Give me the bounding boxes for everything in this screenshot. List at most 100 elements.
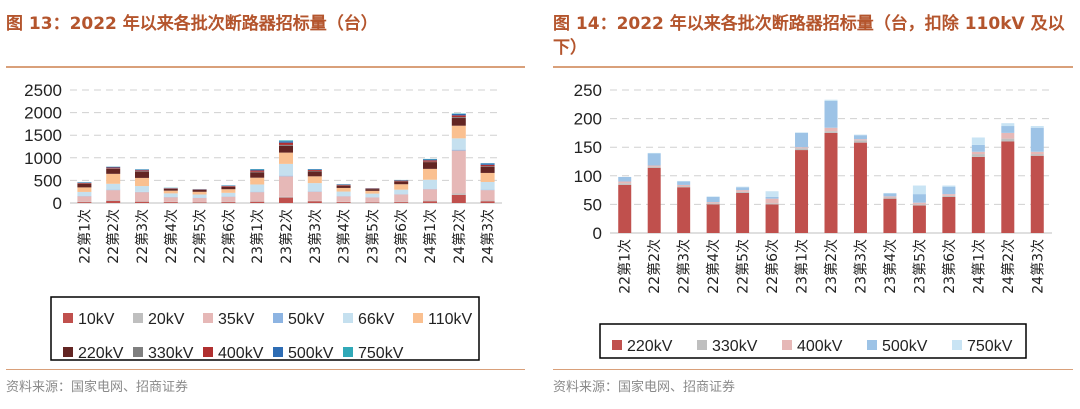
bar-segment bbox=[307, 170, 322, 171]
y-tick-label: 500 bbox=[34, 171, 62, 190]
y-tick-label: 0 bbox=[53, 194, 62, 213]
bar-segment bbox=[451, 149, 466, 151]
legend-swatch bbox=[952, 340, 962, 350]
bar-segment bbox=[163, 197, 178, 202]
bar-segment bbox=[106, 200, 121, 203]
bar-segment bbox=[706, 202, 720, 204]
right-title-rule bbox=[553, 66, 1073, 68]
bar-segment bbox=[77, 183, 92, 188]
bar-segment bbox=[279, 141, 293, 143]
bar-segment bbox=[942, 195, 956, 197]
bar-segment bbox=[824, 127, 838, 132]
bar-segment bbox=[883, 192, 897, 194]
x-tick-label: 22第3次 bbox=[134, 209, 151, 264]
bar-segment bbox=[853, 135, 867, 140]
bar-segment bbox=[394, 184, 409, 190]
bar-segment bbox=[394, 194, 409, 202]
y-tick-label: 200 bbox=[574, 110, 602, 129]
bar-segment bbox=[451, 194, 466, 203]
bar-segment bbox=[106, 166, 121, 168]
x-tick-label: 23第4次 bbox=[336, 209, 353, 264]
bar-segment bbox=[106, 167, 121, 169]
bar-segment bbox=[279, 145, 293, 153]
x-tick-label: 22第5次 bbox=[735, 239, 752, 294]
bar-segment bbox=[1001, 132, 1015, 139]
bar-segment bbox=[192, 191, 207, 195]
bar-segment bbox=[394, 181, 409, 185]
bar-segment bbox=[106, 183, 121, 190]
bar-segment bbox=[618, 183, 632, 185]
bar-segment bbox=[192, 202, 207, 203]
right-bottom-rule bbox=[553, 369, 1073, 370]
bar-segment bbox=[77, 182, 92, 184]
left-figure-title: 图 13：2022 年以来各批次断路器招标量（台） bbox=[6, 14, 378, 34]
bar-segment bbox=[1001, 141, 1015, 233]
bar-segment bbox=[795, 148, 809, 151]
legend-swatch bbox=[133, 347, 143, 357]
bar-segment bbox=[1030, 154, 1044, 156]
bar-segment bbox=[365, 197, 380, 202]
bar-segment bbox=[480, 163, 495, 165]
bar-segment bbox=[853, 139, 867, 141]
legend-swatch bbox=[343, 313, 353, 323]
legend-swatch bbox=[782, 340, 792, 350]
legend-label: 66kV bbox=[358, 311, 395, 328]
legend-swatch bbox=[343, 347, 353, 357]
bar-segment bbox=[883, 193, 897, 197]
left-source: 资料来源：国家电网、招商证券 bbox=[6, 380, 189, 395]
bar-segment bbox=[451, 118, 466, 126]
bar-segment bbox=[765, 196, 779, 199]
bar-segment bbox=[250, 201, 265, 203]
x-tick-label: 23第4次 bbox=[882, 239, 899, 294]
bar-segment bbox=[451, 115, 466, 118]
x-tick-label: 22第2次 bbox=[105, 209, 122, 264]
x-tick-label: 22第4次 bbox=[705, 239, 722, 294]
bar-segment bbox=[423, 160, 437, 162]
bar-segment bbox=[135, 177, 149, 187]
legend-swatch bbox=[413, 313, 423, 323]
x-tick-label: 22第1次 bbox=[76, 209, 93, 264]
bar-segment bbox=[336, 191, 351, 197]
bar-segment bbox=[365, 189, 380, 191]
bar-segment bbox=[279, 196, 293, 198]
bar-segment bbox=[221, 189, 236, 193]
bar-segment bbox=[795, 150, 809, 233]
legend-label: 500kV bbox=[882, 338, 928, 355]
y-tick-label: 1500 bbox=[24, 126, 62, 145]
legend-swatch bbox=[273, 313, 283, 323]
bar-segment bbox=[423, 189, 437, 201]
x-tick-label: 22第1次 bbox=[617, 239, 634, 294]
bar-segment bbox=[971, 151, 985, 155]
bar-segment bbox=[942, 185, 956, 187]
x-tick-label: 24第2次 bbox=[1000, 239, 1017, 294]
bar-segment bbox=[163, 193, 178, 197]
bar-segment bbox=[1001, 138, 1015, 142]
bar-segment bbox=[192, 197, 207, 202]
bar-segment bbox=[480, 172, 495, 182]
bar-segment bbox=[221, 192, 236, 197]
bar-segment bbox=[883, 198, 897, 233]
legend-label: 400kV bbox=[797, 338, 843, 355]
bar-segment bbox=[423, 200, 437, 202]
left-bottom-rule bbox=[6, 369, 525, 370]
bar-segment bbox=[365, 202, 380, 203]
bar-segment bbox=[480, 166, 495, 173]
bar-segment bbox=[942, 196, 956, 233]
x-tick-label: 22第2次 bbox=[646, 239, 663, 294]
x-tick-label: 23第2次 bbox=[278, 209, 295, 264]
bar-segment bbox=[106, 190, 121, 201]
bar-segment bbox=[77, 191, 92, 196]
x-tick-label: 22第3次 bbox=[676, 239, 693, 294]
bar-segment bbox=[250, 169, 265, 171]
bar-segment bbox=[677, 181, 691, 185]
x-tick-label: 23第5次 bbox=[911, 239, 928, 294]
bar-segment bbox=[480, 181, 495, 190]
bar-segment bbox=[647, 166, 661, 168]
x-tick-label: 24第3次 bbox=[1029, 239, 1046, 294]
bar-segment bbox=[736, 186, 750, 188]
bar-segment bbox=[451, 193, 466, 195]
legend-label: 750kV bbox=[967, 338, 1013, 355]
bar-segment bbox=[647, 152, 661, 154]
bar-segment bbox=[1030, 151, 1044, 155]
bar-segment bbox=[618, 184, 632, 233]
